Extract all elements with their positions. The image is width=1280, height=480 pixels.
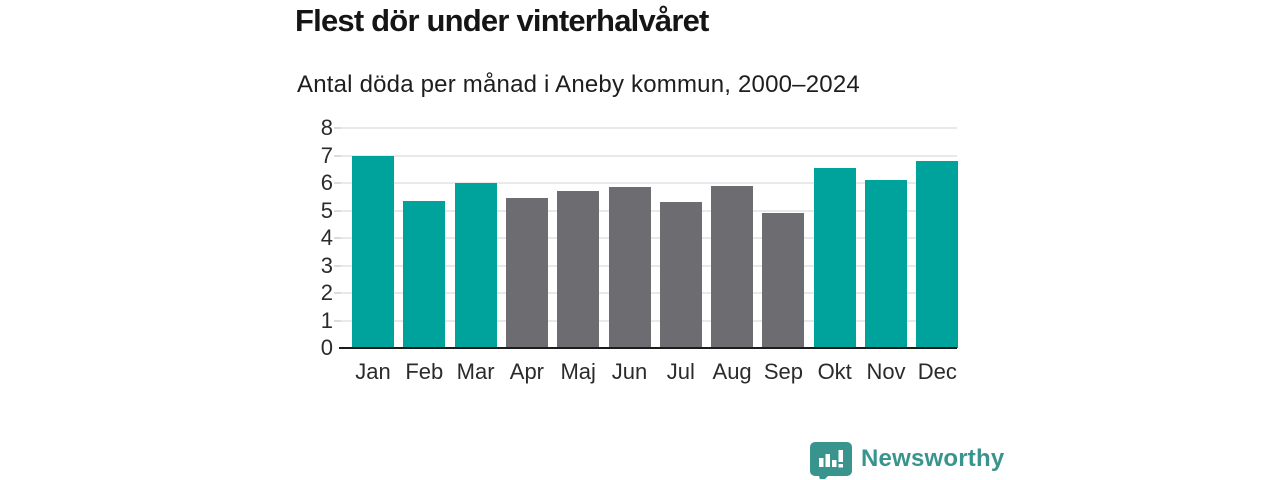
x-tick-label: Dec	[917, 359, 957, 384]
bar-maj	[557, 191, 600, 348]
bar-dec	[916, 161, 959, 348]
x-tick-label: Nov	[866, 359, 906, 384]
y-tick-label: 1	[320, 307, 333, 333]
y-tick-label: 2	[320, 280, 333, 305]
y-tick-mark	[334, 182, 341, 184]
newsworthy-logo-text: Newsworthy	[861, 445, 1005, 472]
y-tick-mark	[334, 292, 341, 294]
y-tick-label: 8	[320, 115, 333, 140]
y-tick-mark	[334, 154, 341, 157]
y-tick-label: 5	[320, 197, 333, 223]
bar-jul	[659, 202, 702, 348]
x-tick-label: Okt	[817, 359, 852, 384]
newsworthy-logo-icon	[810, 442, 852, 479]
bar-jun	[608, 187, 651, 348]
x-tick-label: Maj	[560, 359, 596, 384]
bar-feb	[403, 200, 446, 348]
x-tick-label: Jan	[355, 359, 391, 384]
bar-aug	[711, 185, 754, 348]
y-tick-label: 0	[320, 335, 333, 360]
bar-sep	[762, 213, 805, 348]
y-tick-mark	[334, 319, 341, 322]
x-tick-label: Jun	[611, 359, 648, 384]
y-tick-mark	[334, 127, 341, 129]
x-tick-label: Aug	[712, 359, 752, 384]
chart-title: Flest dör under vinterhalvåret	[295, 3, 709, 38]
x-tick-label: Apr	[509, 359, 545, 384]
gridline	[341, 182, 957, 184]
bar-mar	[454, 183, 497, 348]
y-tick-label: 4	[320, 225, 333, 250]
y-tick-mark	[334, 237, 341, 239]
bar-jan	[352, 155, 394, 348]
gridline	[341, 154, 957, 157]
newsworthy-logo: Newsworthy	[810, 442, 1004, 480]
y-tick-mark	[334, 209, 341, 212]
y-tick-label: 6	[320, 170, 333, 195]
gridline	[341, 127, 957, 129]
bar-okt	[813, 167, 856, 348]
y-tick-mark	[334, 264, 341, 267]
y-tick-label: 7	[320, 142, 333, 168]
x-tick-label: Jul	[666, 359, 695, 384]
bar-apr	[505, 198, 548, 348]
x-tick-label: Feb	[405, 359, 444, 384]
chart-subtitle: Antal döda per månad i Aneby kommun, 200…	[297, 71, 860, 98]
bar-nov	[865, 180, 907, 348]
x-axis-line	[339, 347, 957, 349]
x-tick-label: Sep	[763, 359, 803, 384]
y-tick-label: 3	[320, 252, 333, 278]
x-tick-label: Mar	[456, 359, 495, 384]
